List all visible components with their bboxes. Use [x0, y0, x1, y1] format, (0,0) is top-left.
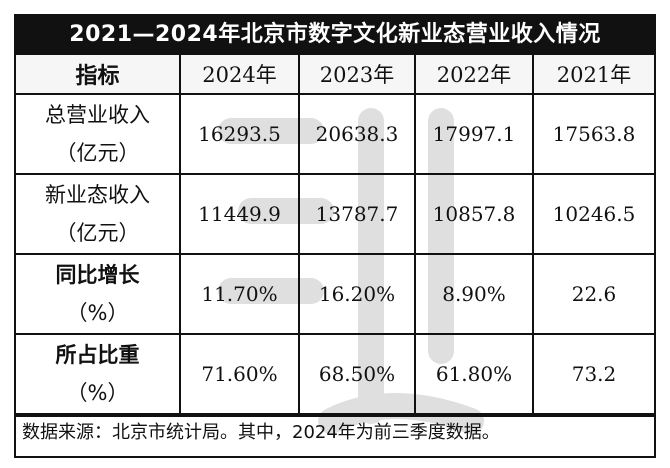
row-label: 所占比重 （%）: [16, 333, 181, 415]
table-cell: 17563.8: [532, 93, 654, 175]
table-cell: 16293.5: [179, 93, 300, 175]
row-label-name: 所占比重: [55, 343, 140, 367]
row-label-unit: （%）: [66, 301, 129, 325]
table-cell: 10857.8: [414, 173, 534, 255]
header-year: 2021年: [532, 53, 654, 95]
header-year: 2022年: [414, 53, 534, 95]
table-cell: 8.90%: [414, 253, 534, 335]
row-label-unit: （亿元）: [55, 221, 140, 245]
row-label: 总营业收入 （亿元）: [16, 93, 181, 175]
table-cell: 71.60%: [179, 333, 300, 415]
table-cell: 16.20%: [298, 253, 416, 335]
row-label-unit: （亿元）: [55, 141, 140, 165]
table-cell: 17997.1: [414, 93, 534, 175]
row-label-name: 总营业收入: [45, 103, 150, 127]
row-label: 同比增长 （%）: [16, 253, 181, 335]
row-label-name: 新业态收入: [45, 183, 150, 207]
table-row: 新业态收入 （亿元） 11449.9 13787.7 10857.8 10246…: [16, 173, 654, 255]
data-table-card: 2021—2024年北京市数字文化新业态营业收入情况 指标 2024年 2023…: [14, 14, 656, 458]
table-cell: 13787.7: [298, 173, 416, 255]
header-year: 2023年: [298, 53, 416, 95]
table-cell: 73.2: [532, 333, 654, 415]
table-cell: 61.80%: [414, 333, 534, 415]
table-cell: 10246.5: [532, 173, 654, 255]
header-row: 指标 2024年 2023年 2022年 2021年: [16, 53, 654, 95]
row-label: 新业态收入 （亿元）: [16, 173, 181, 255]
table-row: 同比增长 （%） 11.70% 16.20% 8.90% 22.6: [16, 253, 654, 335]
row-label-unit: （%）: [66, 381, 129, 405]
header-year: 2024年: [179, 53, 300, 95]
header-metric: 指标: [16, 53, 181, 95]
table-title: 2021—2024年北京市数字文化新业态营业收入情况: [16, 16, 654, 53]
table-cell: 22.6: [532, 253, 654, 335]
table-cell: 11449.9: [179, 173, 300, 255]
table-cell: 68.50%: [298, 333, 416, 415]
table-cell: 20638.3: [298, 93, 416, 175]
table-row: 总营业收入 （亿元） 16293.5 20638.3 17997.1 17563…: [16, 93, 654, 175]
row-label-name: 同比增长: [55, 263, 140, 287]
source-note: 数据来源：北京市统计局。其中，2024年为前三季度数据。: [16, 415, 654, 449]
table-row: 所占比重 （%） 71.60% 68.50% 61.80% 73.2: [16, 333, 654, 415]
revenue-table: 指标 2024年 2023年 2022年 2021年 总营业收入 （亿元） 16…: [16, 53, 654, 415]
table-cell: 11.70%: [179, 253, 300, 335]
